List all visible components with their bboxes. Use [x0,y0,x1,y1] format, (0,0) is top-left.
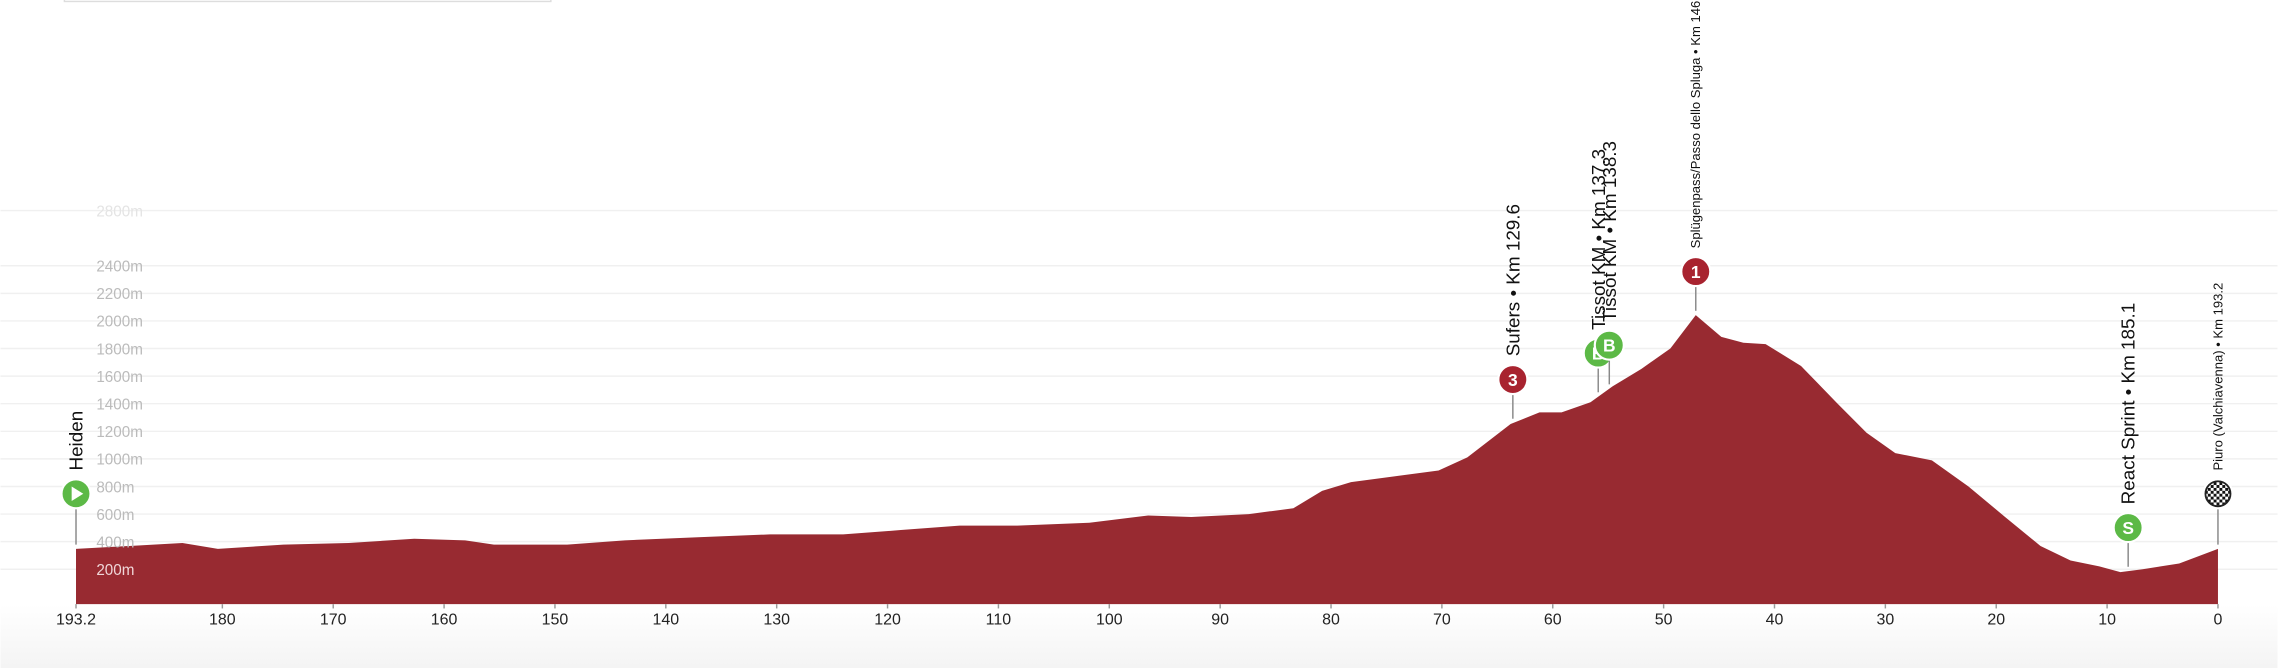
x-tick-label: 193.2 [56,611,96,628]
y-tick-label: 1600m [96,369,143,386]
x-tick-label: 170 [320,611,347,628]
x-tick-label: 120 [874,611,901,628]
x-tick-label: 80 [1322,611,1340,628]
y-tick-label: 2200m [96,286,143,303]
y-tick-label: 2400m [96,259,143,276]
x-tick-label: 20 [1987,611,2005,628]
y-tick-label: 1200m [96,424,143,441]
marker-label: Sufers • Km 129.6 [1502,204,1523,356]
x-tick-label: 160 [431,611,458,628]
marker-label: React Sprint • Km 185.1 [2118,303,2139,505]
x-tick-label: 140 [652,611,679,628]
x-tick-label: 180 [209,611,236,628]
x-tick-label: 0 [2214,611,2223,628]
x-tick-label: 60 [1544,611,1562,628]
marker-label: Piuro (Valchiavenna) • Km 193.2 [2210,283,2225,471]
axis-band [0,604,2278,668]
y-tick-label: 800m [96,479,134,496]
x-tick-label: 30 [1876,611,1894,628]
marker-icon [1593,329,1625,361]
marker-label: Heiden [66,411,87,471]
toolbar-edge [63,0,552,3]
marker-label: Tissot KM • Km 138.3 [1599,141,1620,322]
y-tick-label: 400m [96,534,134,551]
y-tick-label: 2800m [96,203,143,220]
y-tick-label: 2000m [96,314,143,331]
y-tick-label: 1000m [96,452,143,469]
x-tick-label: 10 [2098,611,2116,628]
x-tick-label: 40 [1766,611,1784,628]
y-tick-label: 600m [96,507,134,524]
marker-icon [1497,363,1529,396]
elevation-area [76,315,2218,605]
marker-label: Tissot KM • Km 137.3 [1588,149,1609,330]
finish-symbol [2206,482,2230,506]
marker-icon-label: 3 [1508,370,1518,390]
y-tick-label: 1800m [96,341,143,358]
y-tick-label: 1400m [96,397,143,414]
x-tick-label: 70 [1433,611,1451,628]
x-tick-label: 110 [986,611,1012,628]
x-tick-label: 150 [542,611,569,628]
marker-icon [2112,511,2144,544]
marker-icon-label: 1 [1691,262,1701,282]
x-tick-label: 50 [1655,611,1673,628]
x-tick-label: 130 [763,611,790,628]
start-symbol [71,486,84,502]
x-tick-label: 100 [1096,611,1123,628]
y-tick-label: 200m [96,562,134,579]
x-tick-label: 90 [1211,611,1229,628]
marker-icon-label: B [1603,336,1616,356]
marker-icon-label: S [2122,518,2134,538]
marker-label: Splügenpass/Passo dello Spluga • Km 146 [1688,1,1703,249]
marker-icon [1680,255,1712,288]
